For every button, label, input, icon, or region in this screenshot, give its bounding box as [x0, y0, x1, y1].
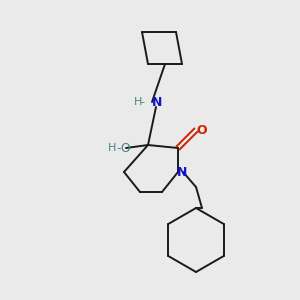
Text: -O: -O: [116, 142, 131, 154]
Text: O: O: [197, 124, 207, 136]
Text: H: H: [134, 97, 142, 107]
Text: H: H: [108, 143, 116, 153]
Text: N: N: [177, 166, 187, 178]
Text: N: N: [152, 95, 162, 109]
Text: -: -: [140, 97, 144, 107]
